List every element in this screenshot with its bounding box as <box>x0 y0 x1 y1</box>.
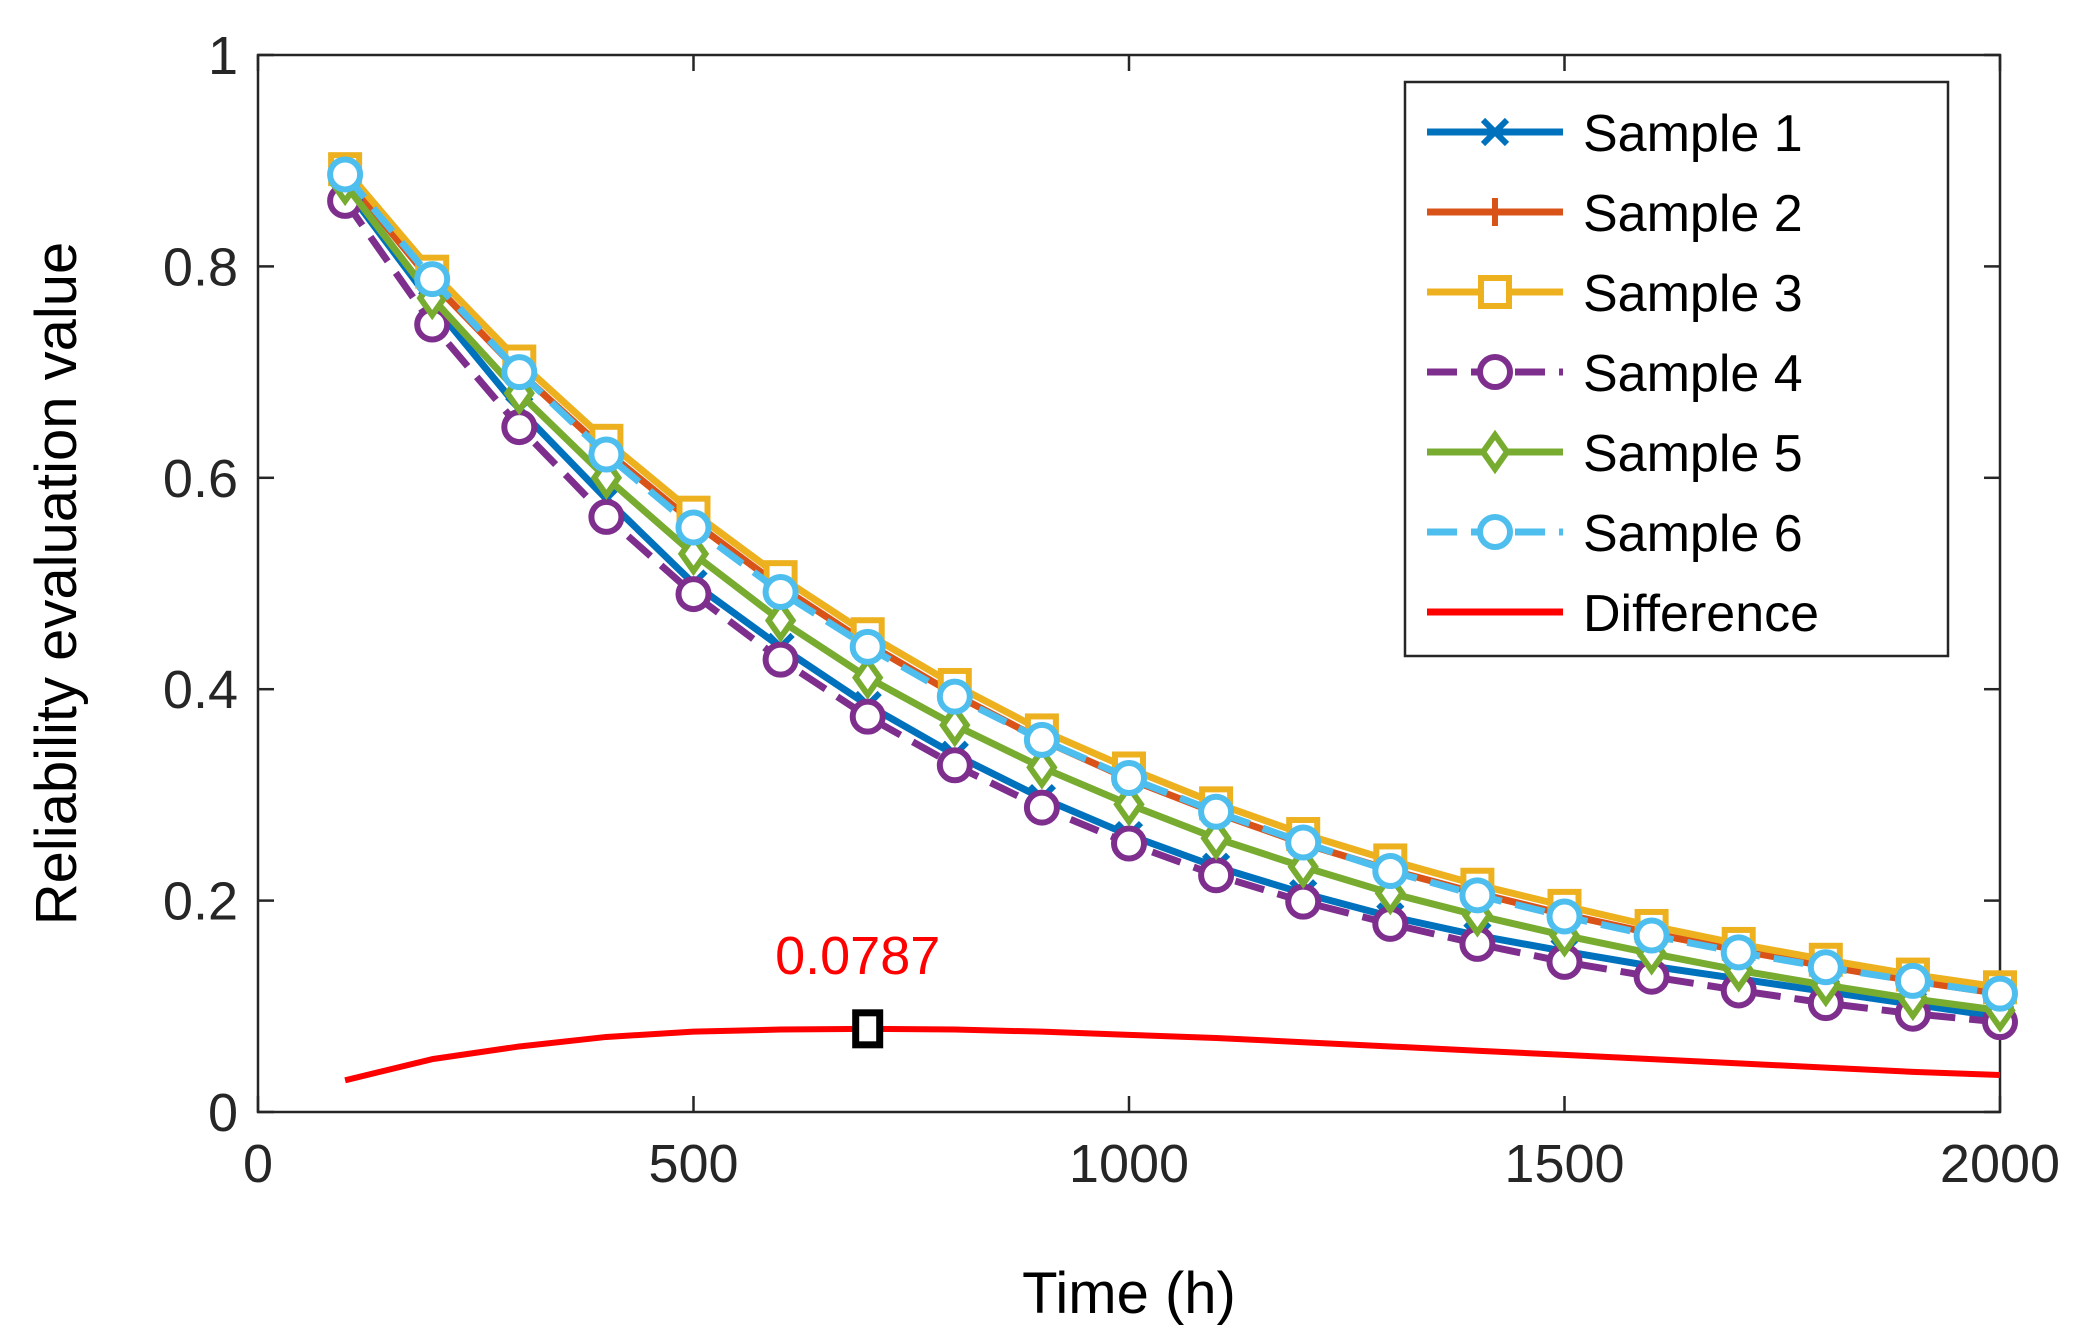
data-point-sample-6 <box>588 436 625 473</box>
data-point-sample-5 <box>764 598 797 643</box>
data-point-sample-6 <box>414 261 451 298</box>
series-layer <box>327 152 2018 1084</box>
data-point-sample-4 <box>1111 825 1147 862</box>
legend-label-sample-4: Sample 4 <box>1583 345 1803 403</box>
data-point-sample-5 <box>939 702 971 748</box>
legend-label-sample-5: Sample 5 <box>1583 425 1803 483</box>
y-tick-label: 0.6 <box>163 449 238 509</box>
x-tick-label: 1000 <box>1069 1134 1189 1194</box>
legend-entry-difference: Difference <box>1427 585 1819 643</box>
legend-entry-sample-3: Sample 3 <box>1427 265 1803 323</box>
series-sample-6 <box>327 156 2018 1012</box>
legend-marker-sample-1 <box>1480 117 1510 147</box>
annotation-marker <box>852 1009 884 1049</box>
data-point-sample-5 <box>1200 816 1232 861</box>
series-difference <box>344 1025 2001 1084</box>
annotation-label: 0.0787 <box>775 926 940 986</box>
y-tick-label: 0.2 <box>163 872 238 932</box>
data-point-sample-6 <box>1982 975 2018 1012</box>
legend-marker-sample-2 <box>1481 198 1509 226</box>
data-point-sample-5 <box>1026 745 1058 790</box>
axes-layer: 0 500 1000 1500 2000 0 0.2 0.4 0.6 0.8 1 Time (h) Re… <box>24 26 2060 1326</box>
data-point-sample-4 <box>849 698 886 735</box>
data-point-sample-6 <box>1459 877 1496 914</box>
data-point-sample-6 <box>936 678 973 715</box>
legend-label-sample-3: Sample 3 <box>1583 265 1803 323</box>
series-line-sample-6 <box>342 172 2001 998</box>
legend-label-difference: Difference <box>1583 585 1819 643</box>
legend-entry-sample-1: Sample 1 <box>1427 105 1803 163</box>
data-point-sample-6 <box>1546 898 1583 935</box>
data-point-sample-6 <box>1894 962 1931 999</box>
data-point-sample-6 <box>1111 759 1147 796</box>
data-point-sample-6 <box>762 573 799 610</box>
legend-marker-sample-6 <box>1477 514 1513 550</box>
legend-entry-sample-5: Sample 5 <box>1427 425 1803 483</box>
data-point-sample-4 <box>1023 789 1060 826</box>
y-axis-label: Reliability evaluation value <box>24 242 89 926</box>
legend-label-sample-1: Sample 1 <box>1583 105 1803 163</box>
data-point-sample-5 <box>1113 782 1145 827</box>
data-point-sample-4 <box>936 747 973 784</box>
data-point-sample-6 <box>675 509 712 546</box>
data-point-sample-4 <box>675 576 712 613</box>
legend-entry-sample-2: Sample 2 <box>1427 185 1803 243</box>
y-tick-label: 0 <box>208 1083 238 1143</box>
x-axis-label: Time (h) <box>1022 1261 1236 1326</box>
data-point-sample-5 <box>852 655 884 700</box>
data-point-sample-6 <box>1023 721 1060 758</box>
data-point-sample-4 <box>1285 883 1322 920</box>
y-tick-label: 0.4 <box>163 660 238 720</box>
x-tick-label: 1500 <box>1504 1134 1624 1194</box>
x-tick-label: 2000 <box>1940 1134 2060 1194</box>
x-tick-label: 500 <box>648 1134 738 1194</box>
data-point-sample-6 <box>1285 824 1322 861</box>
data-point-sample-6 <box>849 628 886 665</box>
series-line-difference <box>344 1025 2001 1084</box>
data-point-sample-6 <box>501 354 538 391</box>
data-point-sample-6 <box>1198 793 1235 830</box>
data-point-sample-4 <box>762 641 799 678</box>
legend-marker-sample-5 <box>1479 429 1511 475</box>
legend-marker-sample-4 <box>1477 354 1513 390</box>
data-point-sample-4 <box>1198 857 1235 894</box>
data-point-sample-6 <box>1720 934 1757 971</box>
x-tick-label: 0 <box>243 1134 273 1194</box>
data-point-sample-6 <box>1807 949 1844 986</box>
data-point-sample-6 <box>327 156 364 193</box>
y-tick-label: 0.8 <box>163 237 238 297</box>
legend-entry-sample-4: Sample 4 <box>1427 345 1803 403</box>
data-point-sample-6 <box>1372 853 1409 890</box>
data-point-sample-6 <box>1633 917 1670 954</box>
annotation-layer: 0.0787 <box>775 926 940 1049</box>
legend-marker-sample-3 <box>1478 275 1512 309</box>
series-line-sample-5 <box>342 181 2001 1014</box>
data-point-sample-5 <box>677 531 710 577</box>
data-point-sample-4 <box>501 409 538 446</box>
y-tick-label: 1 <box>208 26 238 86</box>
data-point-sample-4 <box>588 498 625 535</box>
legend-label-sample-2: Sample 2 <box>1583 185 1803 243</box>
legend-entry-sample-6: Sample 6 <box>1427 505 1803 563</box>
legend-label-sample-6: Sample 6 <box>1583 505 1803 563</box>
legend: Sample 1 Sample 2 Sample 3 Sample 4 Sample 5… <box>1403 80 1950 658</box>
